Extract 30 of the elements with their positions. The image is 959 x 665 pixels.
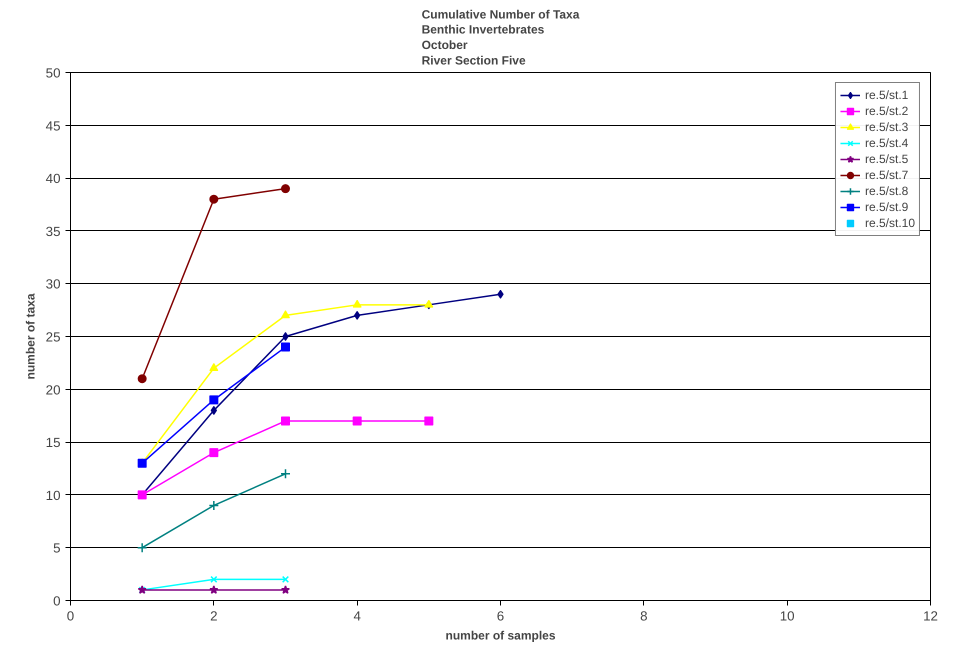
x-tick-label: 8: [640, 608, 648, 624]
x-tick-label: 2: [210, 608, 218, 624]
y-tick-label: 50: [46, 66, 61, 80]
x-tick-label: 4: [353, 608, 362, 624]
y-tick-label: 40: [46, 171, 61, 186]
x-tick-label: 12: [923, 608, 938, 624]
x-tick-label: 10: [780, 608, 795, 624]
legend-label: re.5/st.2: [864, 103, 908, 119]
legend-label: re.5/st.4: [864, 135, 908, 151]
legend-label: re.5/st.5: [864, 151, 908, 167]
y-tick-label: 20: [46, 382, 61, 398]
y-tick-label: 15: [46, 435, 61, 450]
y-tick-label: 25: [46, 330, 61, 344]
y-tick-label: 45: [46, 118, 61, 134]
x-tick-label: 0: [66, 608, 74, 624]
legend-label: re.5/st.9: [864, 199, 908, 215]
y-tick-label: 30: [46, 276, 61, 292]
chart-title: Cumulative Number of Taxa Benthic Invertebrates October River Section Five: [422, 7, 580, 68]
y-axis-title: number of taxa: [24, 293, 38, 380]
y-tick-label: 35: [46, 224, 61, 239]
y-tick-label: 5: [53, 540, 61, 556]
legend-label: re.5/st.7: [864, 167, 908, 183]
x-tick-label: 6: [496, 608, 504, 624]
legend-label: re.5/st.1: [864, 87, 908, 103]
legend-label: re.5/st.3: [864, 119, 908, 135]
legend-label: re.5/st.10: [864, 215, 915, 231]
y-tick-label: 10: [46, 488, 61, 503]
y-tick-label: 0: [53, 594, 61, 608]
legend-label: re.5/st.8: [864, 183, 908, 199]
x-axis-title: number of samples: [445, 628, 556, 642]
